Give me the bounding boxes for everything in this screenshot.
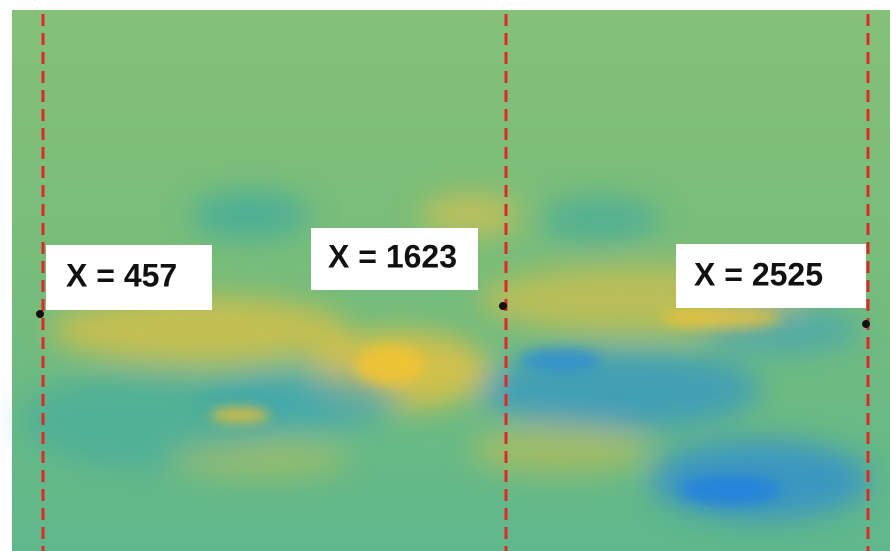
figure: X = 457 X = 1623 X = 2525 xyxy=(0,0,890,551)
point xyxy=(862,320,870,328)
annotation-label: X = 1623 xyxy=(328,238,457,274)
annotation-label: X = 457 xyxy=(66,257,177,293)
annotation-label: X = 2525 xyxy=(694,256,823,292)
point xyxy=(36,310,44,318)
point xyxy=(499,302,507,310)
